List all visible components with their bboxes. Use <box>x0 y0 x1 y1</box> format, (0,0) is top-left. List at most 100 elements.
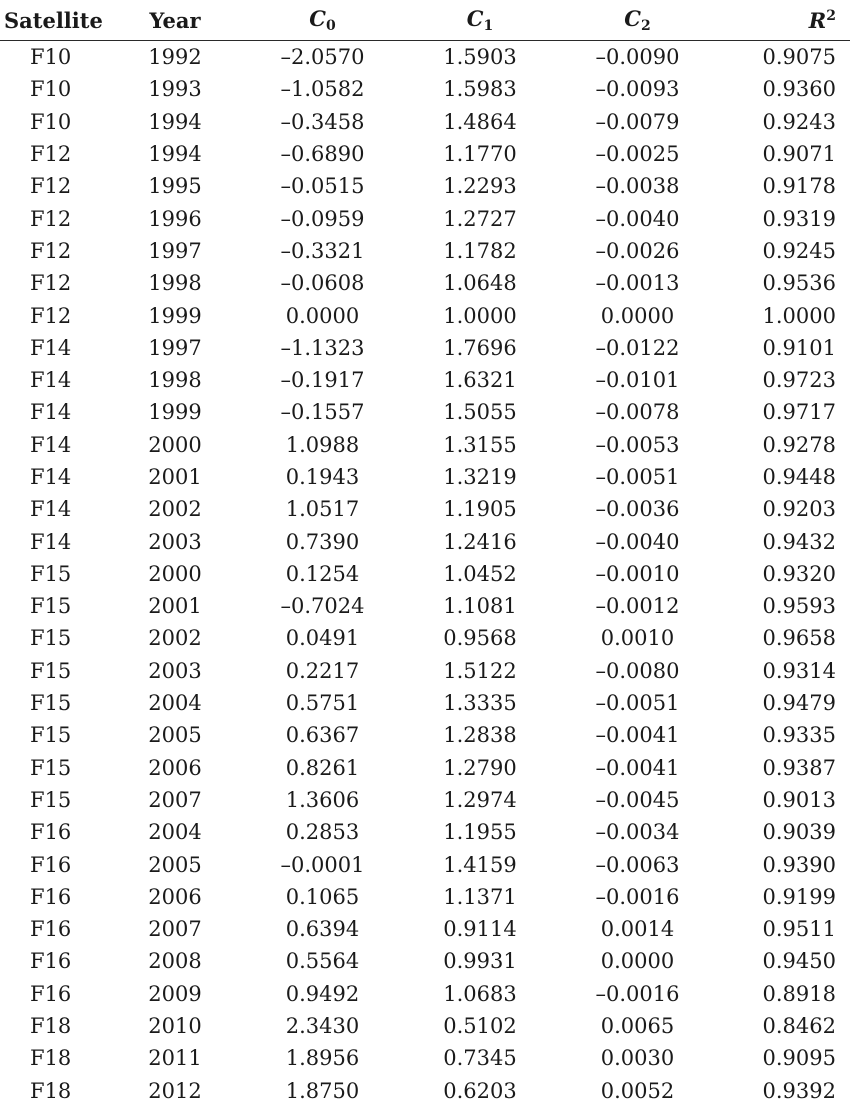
cell-c2: 0.0010 <box>600 626 675 651</box>
cell-satellite: F16 <box>30 852 72 877</box>
cell-c1: 1.0683 <box>443 981 517 1006</box>
cell-c1: 1.2974 <box>443 787 517 812</box>
cell-year: 1998 <box>148 271 202 296</box>
table-row: F15 2001 –0.7024 1.1081 –0.0012 0.9593 <box>0 590 850 622</box>
cell-satellite: F16 <box>30 949 72 974</box>
cell-c2: 0.0065 <box>600 1014 675 1039</box>
table-row: F14 2000 1.0988 1.3155 –0.0053 0.9278 <box>0 429 850 461</box>
cell-c0: 0.6367 <box>285 723 360 748</box>
cell-satellite: F10 <box>30 77 72 102</box>
cell-year: 2001 <box>148 465 202 489</box>
cell-satellite: F10 <box>30 45 72 70</box>
cell-year: 1999 <box>148 303 202 328</box>
cell-r2: 0.9392 <box>762 1078 836 1103</box>
cell-c0: –2.0570 <box>280 45 365 70</box>
cell-c0: 0.1065 <box>285 884 360 909</box>
cell-r2: 0.9432 <box>762 529 836 554</box>
cell-year: 2010 <box>148 1014 202 1039</box>
table-row: F15 2003 0.2217 1.5122 –0.0080 0.9314 <box>0 655 850 687</box>
header-c1: C1 <box>405 0 555 41</box>
cell-c1: 0.5102 <box>443 1014 517 1039</box>
header-r2: R2 <box>720 0 850 41</box>
cell-year: 2000 <box>148 432 202 457</box>
cell-year: 2001 <box>148 594 202 619</box>
table-row: F12 1999 0.0000 1.0000 0.0000 1.0000 <box>0 299 850 331</box>
cell-c1: 1.0452 <box>443 561 517 586</box>
table-row: F14 1999 –0.1557 1.5055 –0.0078 0.9717 <box>0 396 850 428</box>
cell-c1: 1.5983 <box>443 77 517 102</box>
cell-c0: 0.1254 <box>285 561 360 586</box>
cell-satellite: F15 <box>30 594 72 619</box>
cell-r2: 0.9095 <box>762 1046 836 1071</box>
cell-year: 2000 <box>148 561 202 586</box>
cell-satellite: F18 <box>30 1046 72 1071</box>
cell-r2: 0.9450 <box>762 949 836 974</box>
cell-c0: –0.1917 <box>280 368 365 393</box>
table-row: F10 1993 –1.0582 1.5983 –0.0093 0.9360 <box>0 73 850 105</box>
table-row: F14 2001 0.1943 1.3219 –0.0051 0.9448 <box>0 461 850 493</box>
cell-c1: 0.7345 <box>443 1046 517 1071</box>
header-year: Year <box>110 0 240 41</box>
table-body: F10 1992 –2.0570 1.5903 –0.0090 0.9075 F10 1993… <box>0 41 850 1107</box>
cell-year: 2004 <box>148 691 202 716</box>
cell-c0: 0.9492 <box>285 981 360 1006</box>
cell-satellite: F12 <box>30 142 72 167</box>
cell-r2: 0.9717 <box>762 400 836 425</box>
cell-year: 1994 <box>148 109 202 134</box>
table-row: F16 2008 0.5564 0.9931 0.0000 0.9450 <box>0 945 850 977</box>
cell-c1: 1.6321 <box>443 368 517 393</box>
cell-c1: 1.5903 <box>443 45 517 70</box>
cell-c2: –0.0045 <box>595 787 680 812</box>
cell-c1: 1.1905 <box>443 497 517 522</box>
table-row: F16 2005 –0.0001 1.4159 –0.0063 0.9390 <box>0 848 850 880</box>
cell-r2: 0.9075 <box>762 45 836 70</box>
cell-r2: 0.9199 <box>762 884 836 909</box>
table-row: F10 1994 –0.3458 1.4864 –0.0079 0.9243 <box>0 106 850 138</box>
cell-c0: –0.3321 <box>280 238 365 263</box>
cell-c1: 0.9568 <box>443 626 517 651</box>
cell-c2: –0.0122 <box>595 335 680 360</box>
cell-satellite: F10 <box>30 109 72 134</box>
cell-r2: 0.9319 <box>762 206 836 231</box>
cell-r2: 0.9314 <box>762 658 836 683</box>
cell-c0: 0.2853 <box>285 820 360 845</box>
cell-c0: –1.0582 <box>280 77 365 102</box>
cell-year: 2007 <box>148 787 202 812</box>
cell-c1: 1.2416 <box>443 529 517 554</box>
header-c0-symbol: C <box>309 6 326 31</box>
table-row: F15 2004 0.5751 1.3335 –0.0051 0.9479 <box>0 687 850 719</box>
cell-r2: 0.9245 <box>762 238 836 263</box>
cell-c2: –0.0016 <box>595 884 680 909</box>
cell-c2: –0.0093 <box>595 77 680 102</box>
table-row: F12 1996 –0.0959 1.2727 –0.0040 0.9319 <box>0 202 850 234</box>
cell-c1: 1.0648 <box>443 271 517 296</box>
cell-r2: 0.9390 <box>762 852 836 877</box>
cell-r2: 0.9320 <box>762 561 836 586</box>
cell-r2: 0.9278 <box>762 432 836 457</box>
cell-r2: 0.9039 <box>762 820 836 845</box>
table-header: Satellite Year C0 C1 C2 R2 <box>0 0 850 41</box>
cell-c2: –0.0010 <box>595 561 680 586</box>
cell-c2: –0.0063 <box>595 852 680 877</box>
cell-r2: 0.9013 <box>762 787 836 812</box>
cell-c2: 0.0030 <box>600 1046 675 1071</box>
table-row: F15 2005 0.6367 1.2838 –0.0041 0.9335 <box>0 719 850 751</box>
cell-r2: 0.9593 <box>762 594 836 619</box>
cell-r2: 0.9360 <box>762 77 836 102</box>
cell-c1: 1.1770 <box>443 142 517 167</box>
cell-satellite: F12 <box>30 206 72 231</box>
cell-c0: 1.0988 <box>285 432 360 457</box>
cell-c1: 1.3219 <box>443 465 517 489</box>
cell-satellite: F14 <box>30 400 72 425</box>
cell-r2: 0.9203 <box>762 497 836 522</box>
cell-year: 2002 <box>148 626 202 651</box>
table-row: F10 1992 –2.0570 1.5903 –0.0090 0.9075 <box>0 41 850 74</box>
cell-satellite: F12 <box>30 174 72 199</box>
cell-year: 1992 <box>148 45 202 70</box>
cell-c0: –0.0608 <box>280 271 365 296</box>
table-row: F18 2011 1.8956 0.7345 0.0030 0.9095 <box>0 1042 850 1074</box>
cell-c2: –0.0053 <box>595 432 680 457</box>
cell-r2: 0.9335 <box>762 723 836 748</box>
cell-r2: 0.9536 <box>762 271 836 296</box>
cell-c2: –0.0051 <box>595 691 680 716</box>
